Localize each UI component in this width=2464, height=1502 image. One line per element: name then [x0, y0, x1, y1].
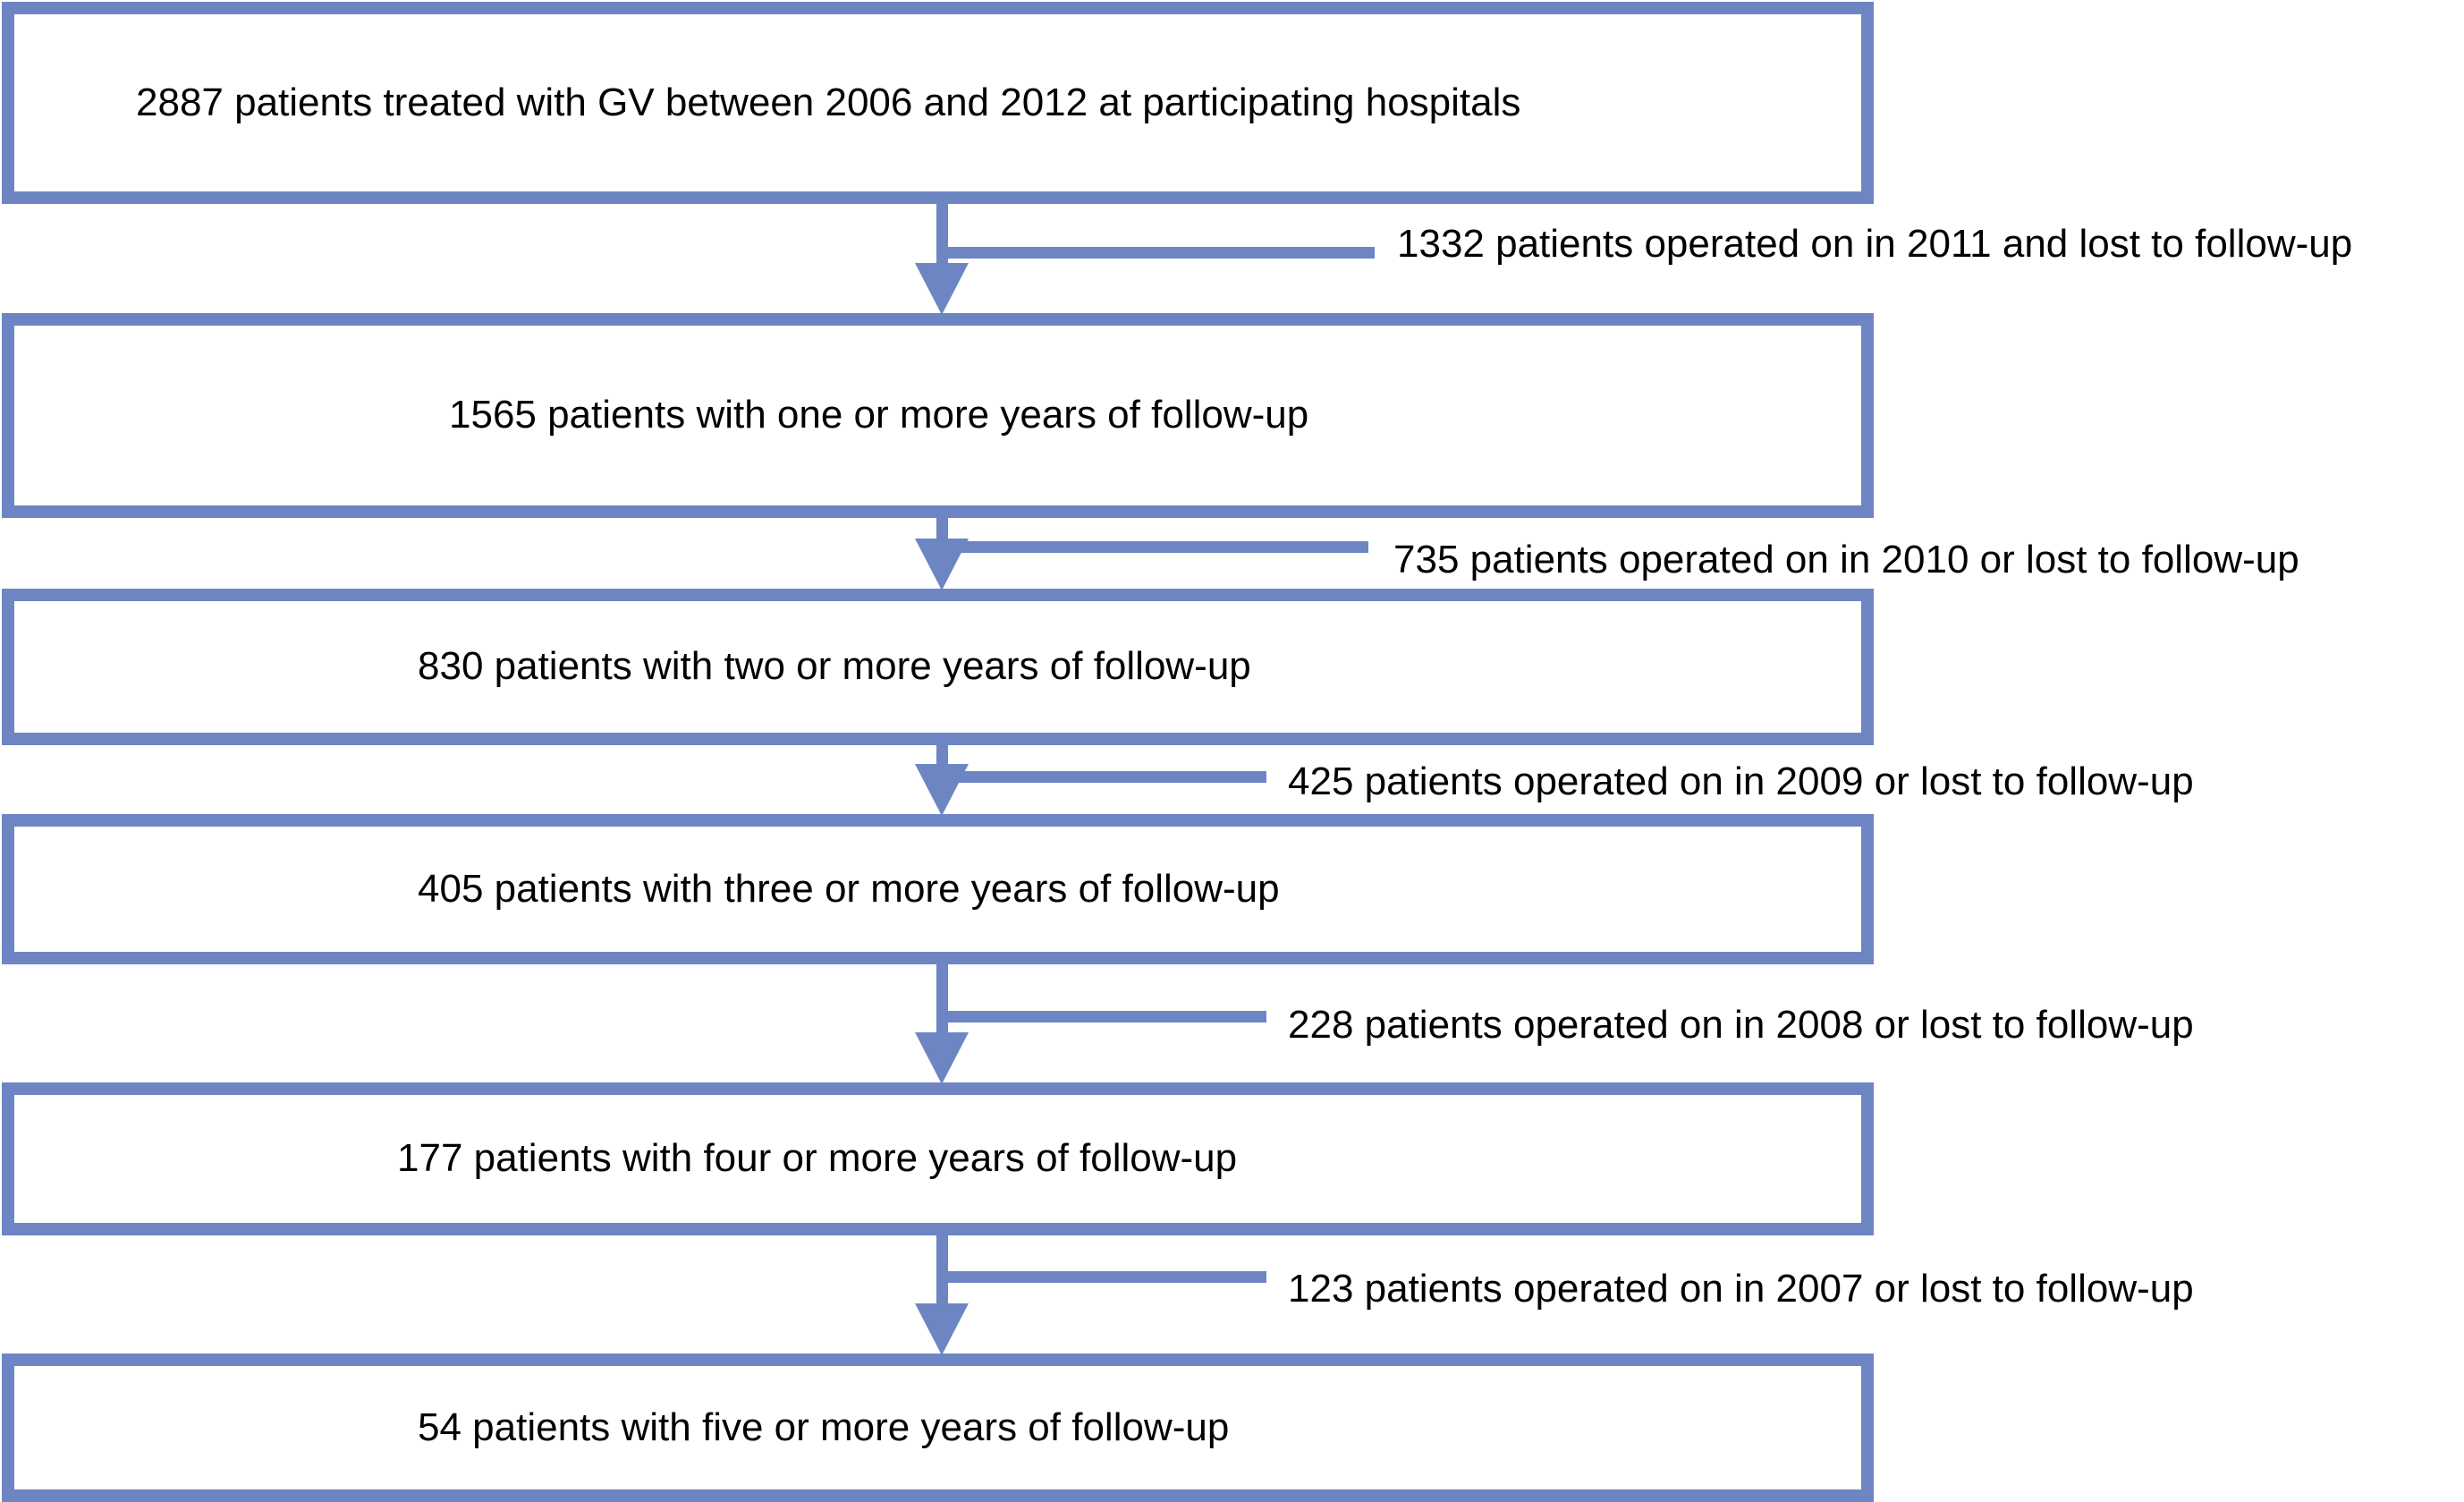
flow-box-four-year-followup: 177 patients with four or more years of … [2, 1082, 1874, 1235]
flow-box-two-year-followup: 830 patients with two or more years of f… [2, 589, 1874, 745]
arrow-branch-line-5 [936, 1271, 1266, 1283]
flow-box-text: 1565 patients with one or more years of … [449, 393, 1309, 437]
down-arrowhead-icon-2 [915, 539, 969, 590]
exclusion-label-2: 735 patients operated on in 2010 or lost… [1393, 538, 2299, 581]
arrow-branch-line-1 [936, 247, 1375, 259]
flow-box-one-year-followup: 1565 patients with one or more years of … [2, 313, 1874, 518]
flow-box-text: 177 patients with four or more years of … [397, 1136, 1238, 1181]
flow-box-text: 2887 patients treated with GV between 20… [136, 80, 1521, 124]
flow-box-total-treated: 2887 patients treated with GV between 20… [2, 2, 1874, 204]
exclusion-label-1: 1332 patients operated on in 2011 and lo… [1397, 222, 2353, 266]
down-arrowhead-icon-4 [915, 1032, 969, 1084]
arrow-branch-line-2 [936, 541, 1368, 553]
flow-box-five-year-followup: 54 patients with five or more years of f… [2, 1353, 1874, 1502]
down-arrowhead-icon-5 [915, 1303, 969, 1355]
arrow-branch-line-4 [936, 1011, 1266, 1023]
flow-box-three-year-followup: 405 patients with three or more years of… [2, 814, 1874, 964]
arrow-branch-line-3 [936, 771, 1266, 783]
arrow-line-1 [936, 202, 948, 272]
arrow-line-4 [936, 963, 948, 1041]
flow-box-text: 405 patients with three or more years of… [418, 866, 1280, 911]
exclusion-label-5: 123 patients operated on in 2007 or lost… [1288, 1267, 2194, 1311]
flow-box-text: 54 patients with five or more years of f… [418, 1404, 1230, 1449]
down-arrowhead-icon-3 [915, 764, 969, 816]
exclusion-label-3: 425 patients operated on in 2009 or lost… [1288, 759, 2194, 803]
down-arrowhead-icon-1 [915, 263, 969, 315]
exclusion-label-4: 228 patients operated on in 2008 or lost… [1288, 1003, 2194, 1047]
flow-box-text: 830 patients with two or more years of f… [418, 644, 1251, 689]
